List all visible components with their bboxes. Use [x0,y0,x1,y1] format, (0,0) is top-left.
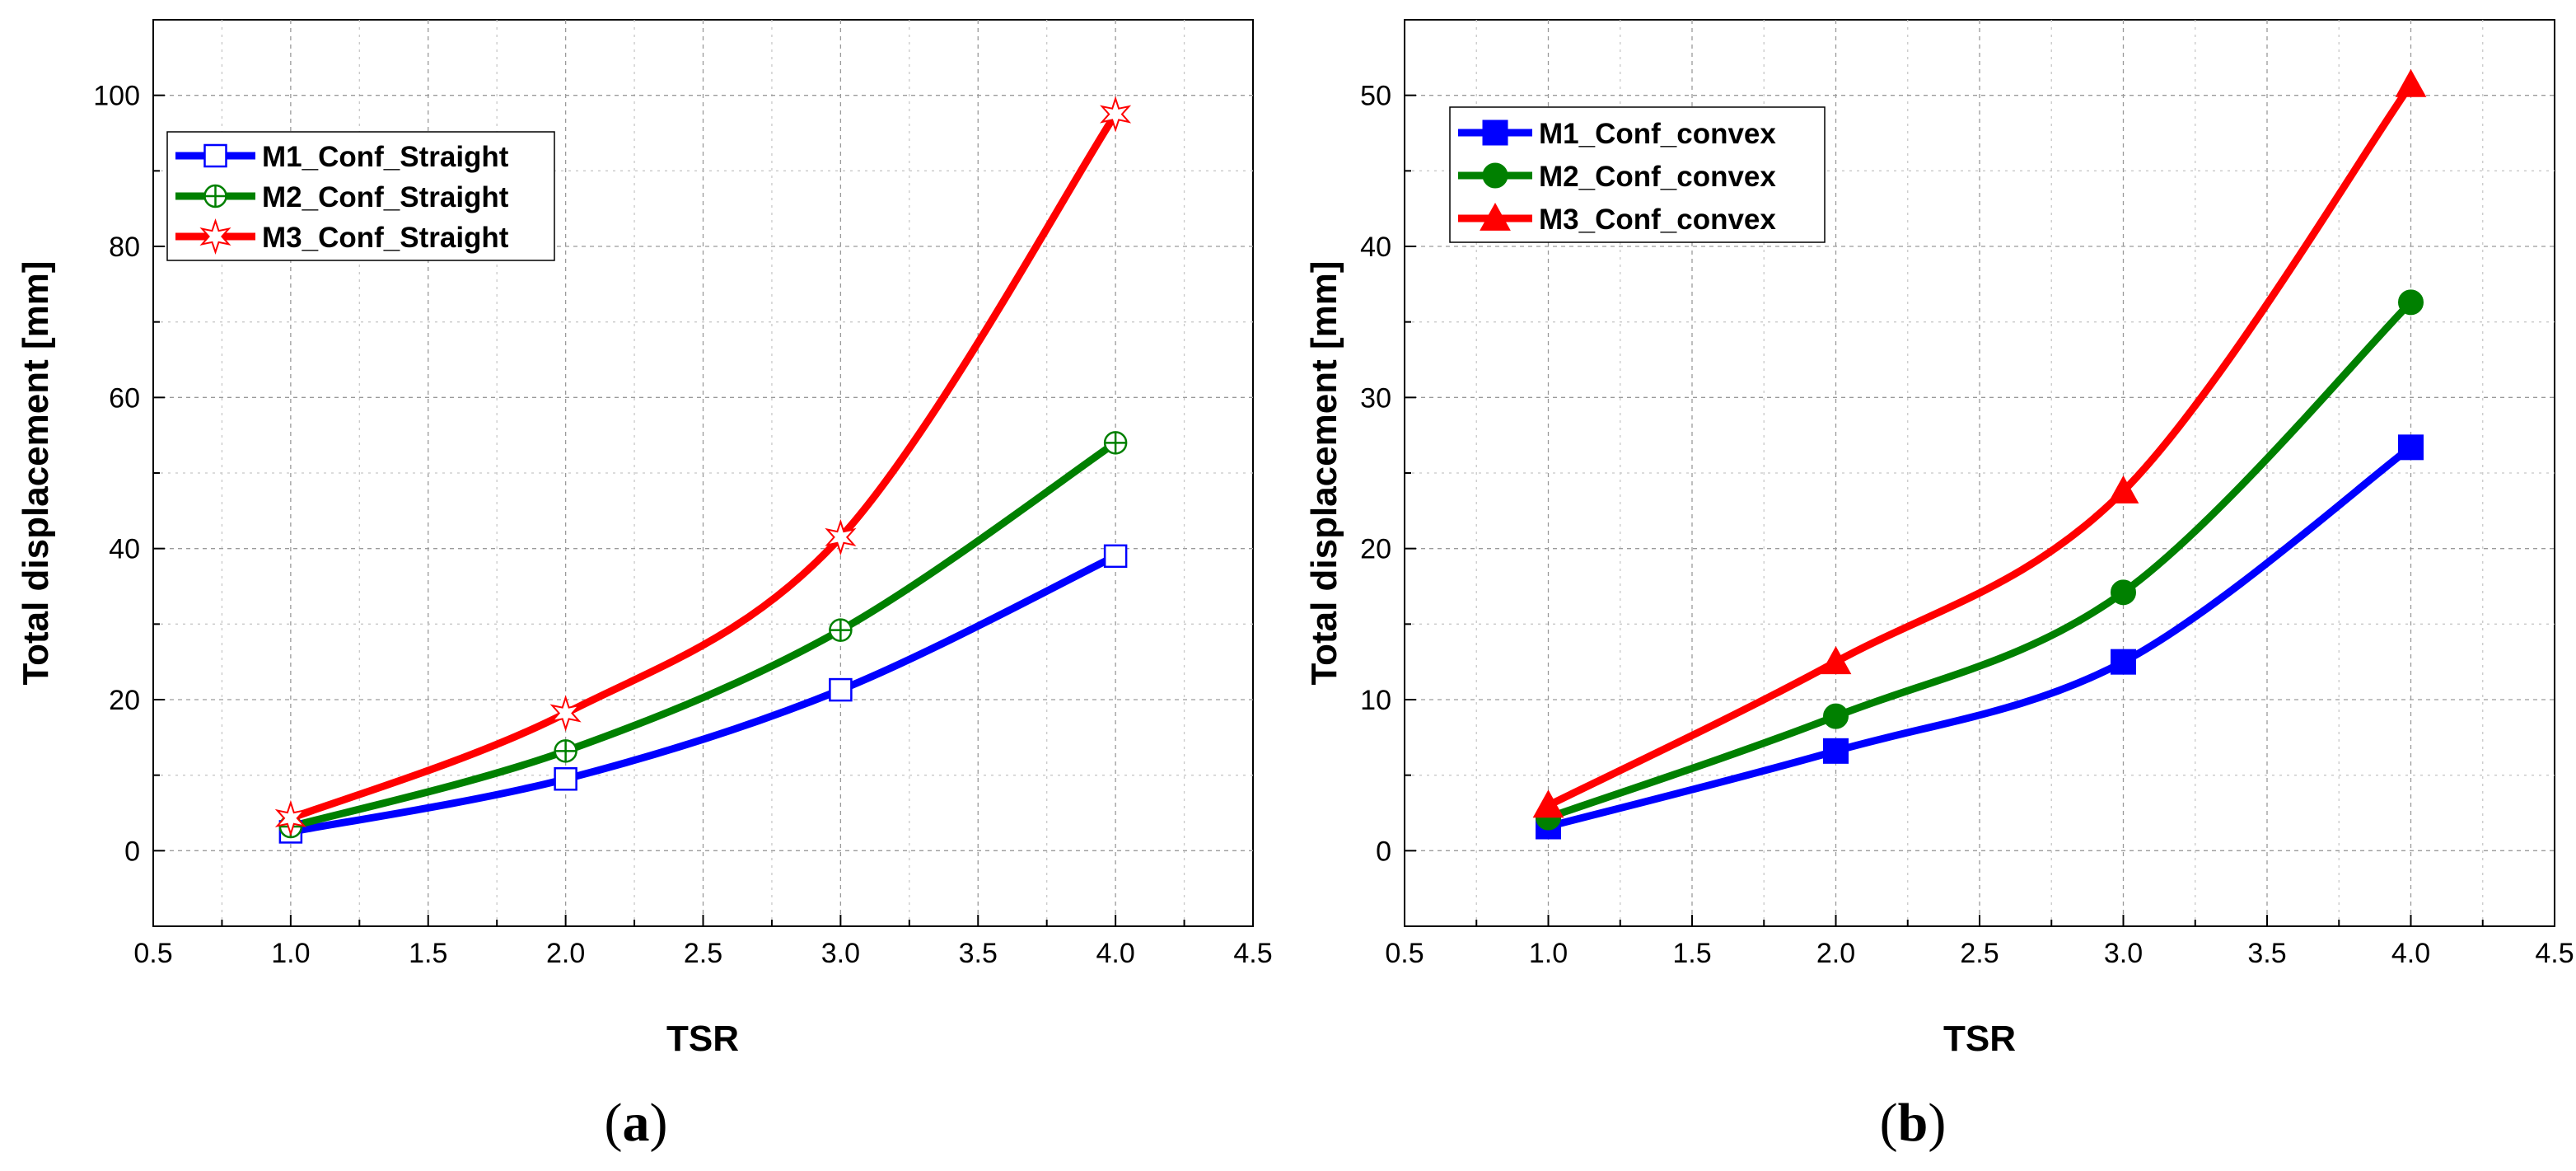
data-point-m3-conf-convex-3 [2107,475,2139,504]
y-tick-label: 40 [109,534,140,565]
series-line-m1-conf-straight [287,552,1120,836]
legend-entry-m2-straight: M2_Conf_Straight [175,181,509,213]
panel-caption-letter-b: b [1898,1093,1928,1153]
series-line-m3-conf-straight [287,110,1120,822]
y-tick-label: 0 [1376,836,1391,867]
x-tick-label: 2.5 [1960,938,1999,969]
data-point-m2-conf-convex-2 [1823,703,1849,729]
legend-entry-m1-straight: M1_Conf_Straight [175,141,509,173]
data-point-m2-conf-straight-4 [1103,431,1128,455]
legend-marker-m1-conf-straight [203,143,227,168]
legend-label-m2-straight: M2_Conf_Straight [262,181,509,213]
x-tick-label: 1.5 [409,938,447,969]
data-point-m3-conf-straight-1 [274,799,306,836]
data-point-m2-conf-convex-3 [2111,579,2136,606]
y-axis-title-a: Total displacement [mm] [16,260,56,685]
y-tick-label: 20 [109,685,140,716]
y-tick-label: 0 [124,836,140,867]
data-point-m3-conf-convex-1 [1532,789,1564,818]
data-point-m1-conf-straight-2 [554,767,577,791]
data-point-m1-conf-convex-2 [1823,738,1849,764]
data-point-m3-conf-convex-2 [1820,646,1852,675]
y-tick-label: 80 [109,232,140,263]
chart-panel-b: 0.5 1.0 1.5 2.0 2.5 3.0 3.5 4.0 4.5 0 10 20 30 40 50 T… [1304,19,2574,1153]
legend-entry-m1-convex: M1_Conf_convex [1458,118,1776,150]
x-axis-title-a: TSR [666,1019,739,1059]
x-tick-label: 1.5 [1672,938,1711,969]
y-tick-label: 60 [109,382,140,414]
legend-marker-m1-conf-convex [1482,119,1508,146]
data-point-m1-conf-convex-4 [2398,434,2424,461]
x-tick-label: 1.0 [1529,938,1568,969]
x-tick-label: 0.5 [133,938,172,969]
legend-label-m3-straight: M3_Conf_Straight [262,222,509,254]
panel-caption-a: (a) [605,1093,668,1153]
chart-panel-a: 0.5 1.0 1.5 2.0 2.5 3.0 3.5 4.0 4.5020406080100 … [16,19,1273,1153]
x-axis-title-b: TSR [1943,1019,2016,1059]
y-tick-label: 50 [1360,81,1391,112]
x-tick-label: 0.5 [1385,938,1424,969]
legend-entry-m3-straight: M3_Conf_Straight [175,218,509,255]
legend-marker-m2-conf-convex [1482,162,1508,189]
axis-ticks-a: 0.5 1.0 1.5 2.0 2.5 3.0 3.5 4.0 4.5 0 20 40 60 80 100 [93,19,1273,969]
gridlines-a [153,20,1253,926]
data-point-m3-conf-straight-2 [549,695,582,732]
x-tick-label: 2.0 [546,938,585,969]
x-tick-label: 2.0 [1816,938,1855,969]
legend-a: M1_Conf_Straight M2_Conf_Straight M3_Con… [166,131,555,261]
x-tick-label: 3.0 [2104,938,2143,969]
gridlines-b [1405,20,2555,926]
series-line-m1-conf-convex [1545,443,2415,831]
y-tick-label: 30 [1360,382,1391,414]
legend-label-m2-convex: M2_Conf_convex [1539,161,1776,193]
legend-marker-m3-conf-convex [1480,202,1511,231]
data-point-m1-conf-straight-4 [1103,544,1128,569]
y-tick-label: 10 [1360,685,1391,716]
series-group-b [1532,68,2427,840]
x-tick-label: 3.5 [2247,938,2286,969]
x-tick-label: 2.5 [684,938,722,969]
x-tick-label: 4.0 [1096,938,1134,969]
legend-label-m1-straight: M1_Conf_Straight [262,141,509,173]
y-tick-label: 100 [93,81,140,112]
panel-caption-letter-a: a [623,1093,650,1153]
data-point-m1-conf-convex-3 [2111,649,2136,675]
x-tick-label: 3.0 [821,938,860,969]
y-tick-label: 40 [1360,232,1391,263]
panel-caption-b: (b) [1880,1093,1947,1153]
x-tick-label: 3.5 [959,938,998,969]
x-tick-label: 1.0 [271,938,310,969]
data-point-m1-conf-straight-3 [829,677,853,702]
data-point-m2-conf-straight-3 [829,618,853,642]
x-tick-label: 4.5 [1233,938,1272,969]
series-line-m2-conf-straight [287,438,1120,831]
x-tick-label: 4.0 [2391,938,2430,969]
x-tick-label: 4.5 [2535,938,2574,969]
series-line-m2-conf-convex [1545,298,2415,822]
series-line-m3-conf-convex [1545,81,2415,809]
data-point-m3-conf-straight-3 [825,518,857,555]
data-point-m3-conf-straight-4 [1100,96,1132,133]
legend-marker-m3-conf-straight [199,218,231,255]
data-point-m2-conf-straight-2 [554,739,577,763]
legend-entry-m3-convex: M3_Conf_convex [1458,202,1776,236]
series-group-a [274,96,1132,844]
data-point-m2-conf-convex-4 [2398,289,2424,316]
legend-b: M1_Conf_convex M2_Conf_convex M3_Conf_co… [1449,106,1826,243]
legend-label-m1-convex: M1_Conf_convex [1539,118,1776,150]
y-axis-title-b: Total displacement [mm] [1304,260,1344,685]
legend-marker-m2-conf-straight [203,184,227,208]
axis-ticks-b: 0.5 1.0 1.5 2.0 2.5 3.0 3.5 4.0 4.5 0 10 20 30 40 50 [1360,19,2574,969]
legend-label-m3-convex: M3_Conf_convex [1539,204,1776,236]
data-point-m3-conf-convex-4 [2395,68,2427,97]
legend-entry-m2-convex: M2_Conf_convex [1458,161,1776,193]
y-tick-label: 20 [1360,534,1391,565]
